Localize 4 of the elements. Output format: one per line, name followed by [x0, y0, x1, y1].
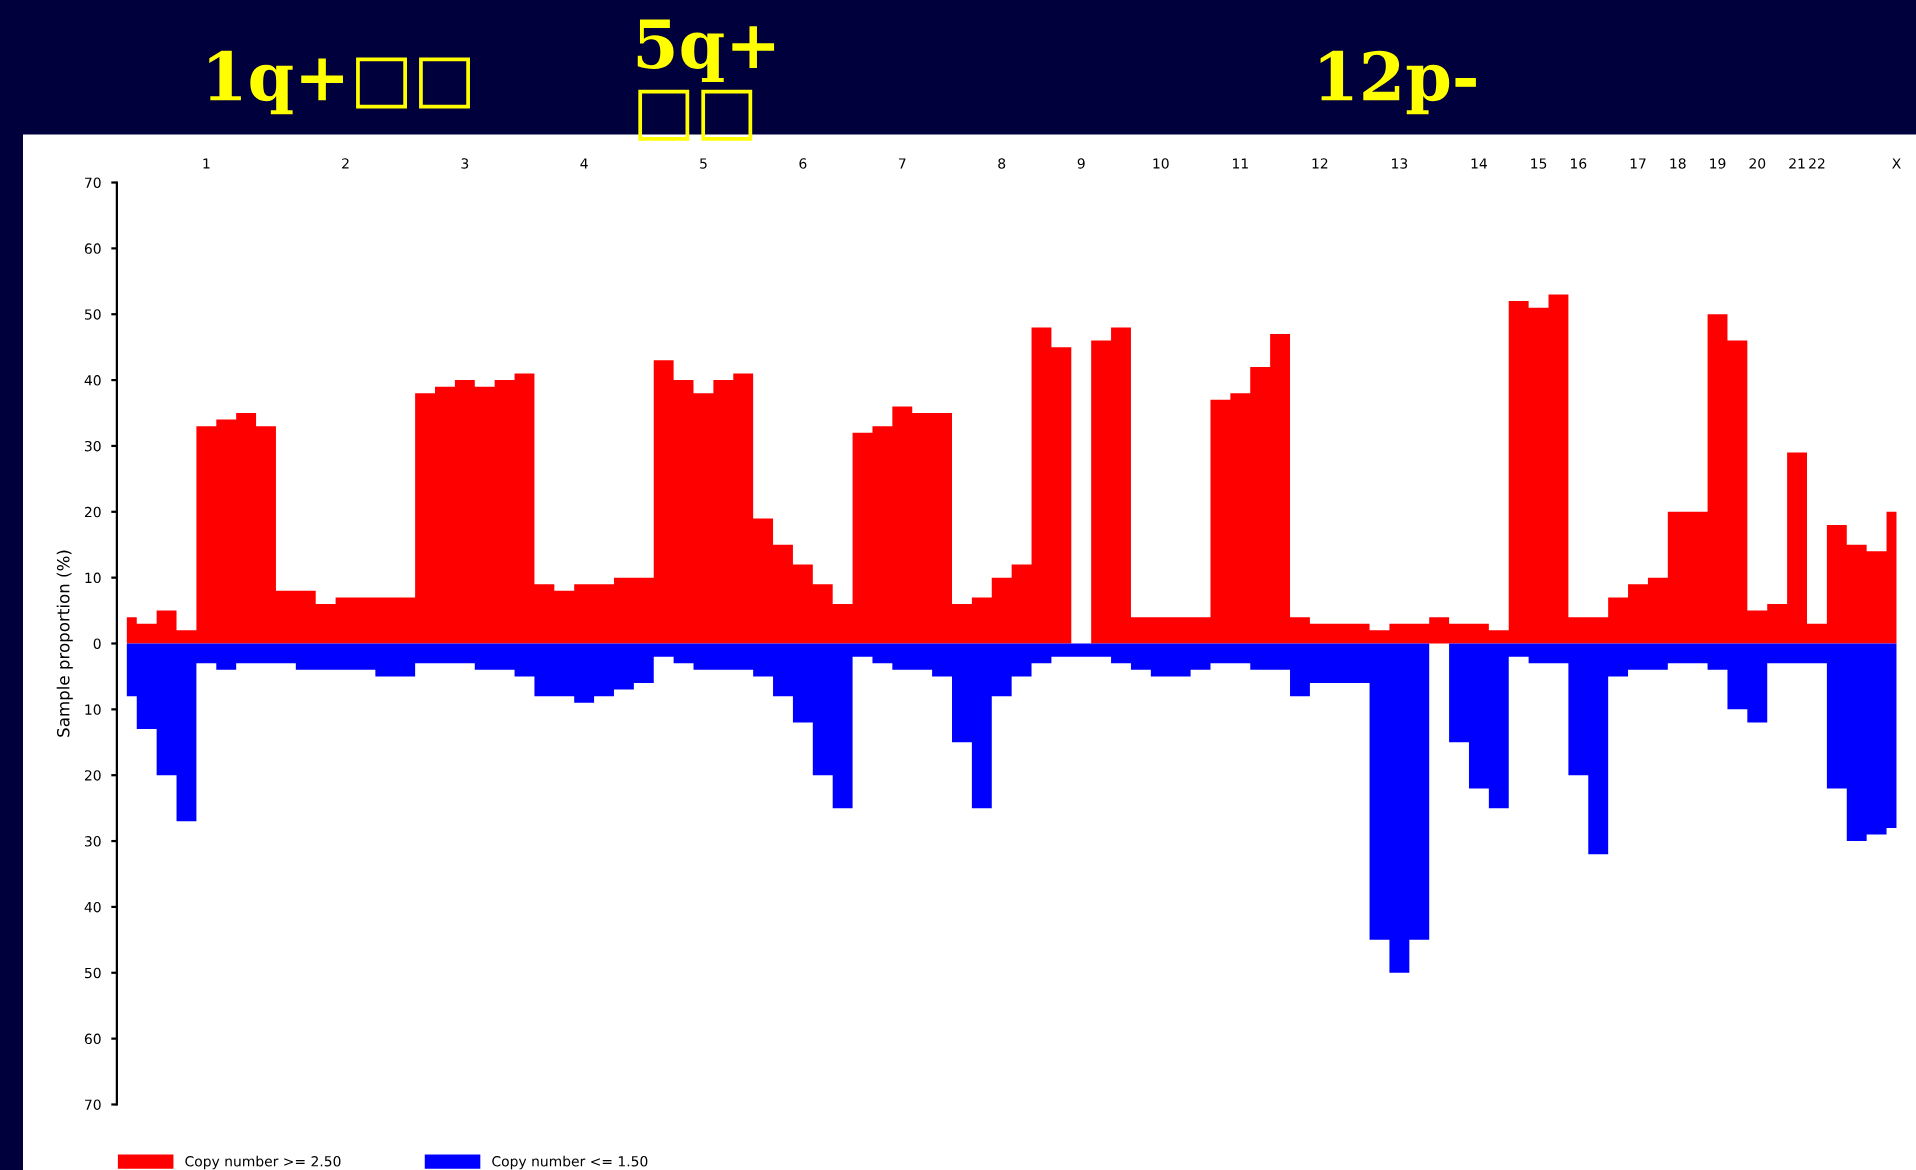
y-axis-title: Sample proportion (%)	[56, 550, 73, 737]
text: 5q+ □□	[637, 19, 775, 141]
text: 12p-	[1320, 50, 1476, 115]
text: 1q+□□	[209, 50, 470, 115]
